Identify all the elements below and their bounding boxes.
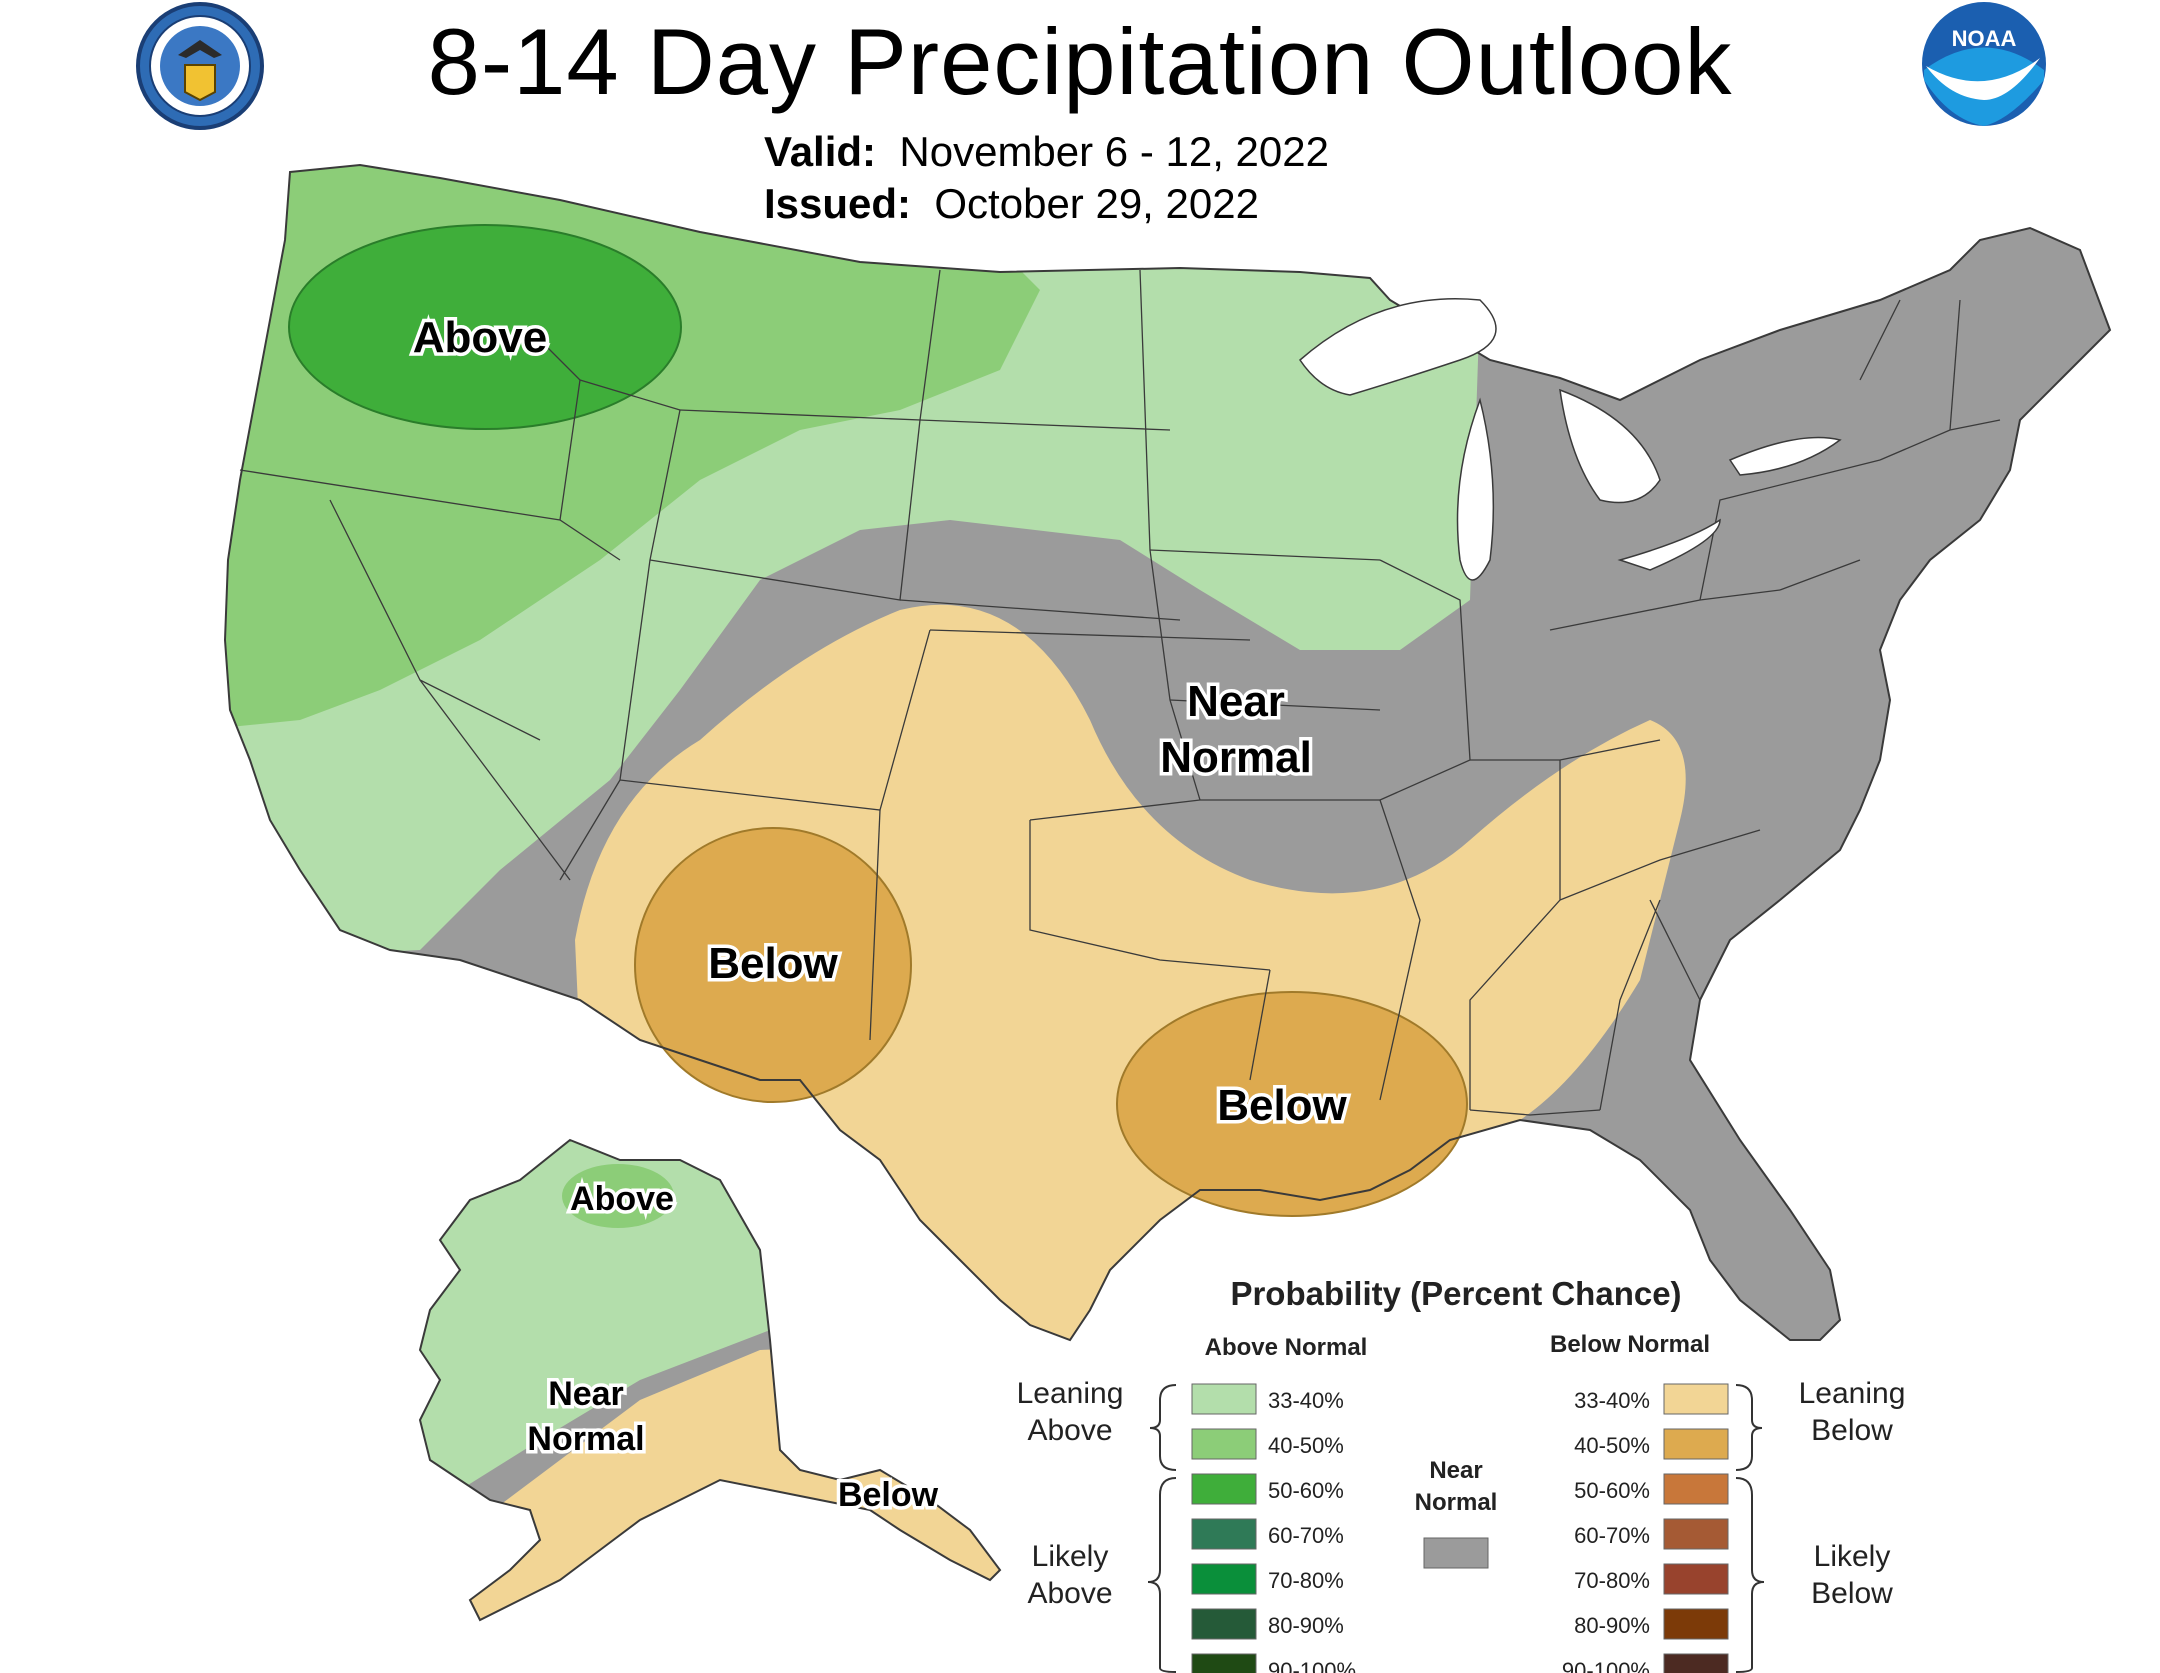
state-borders <box>223 163 2112 1342</box>
above-50-region <box>288 224 682 430</box>
legend-below-swatch <box>1663 1653 1729 1673</box>
legend-below-swatches: 33-40% 40-50% 50-60% 60-70% 70-80% 80-90% 90-1… <box>1562 1383 1729 1673</box>
legend: Probability (Percent Chance) Above Norma… <box>1017 1275 1906 1673</box>
legend-below-swatch <box>1663 1473 1729 1505</box>
issued-date: Issued: October 29, 2022 <box>764 180 1259 228</box>
label-near-normal-line1: Near <box>1187 677 1285 726</box>
legend-leaning-above-line1: Leaning <box>1017 1377 1124 1410</box>
issued-label: Issued: <box>764 180 912 227</box>
legend-leaning-below-line1: Leaning <box>1799 1377 1906 1410</box>
valid-value: November 6 - 12, 2022 <box>899 128 1329 175</box>
legend-near-line1: Near <box>1429 1457 1482 1484</box>
legend-below-label: 90-100% <box>1562 1658 1650 1673</box>
legend-above-label: 50-60% <box>1268 1478 1344 1503</box>
legend-below-swatch <box>1663 1428 1729 1460</box>
legend-above-label: 70-80% <box>1268 1568 1344 1593</box>
label-sw-below: Below <box>708 939 838 988</box>
alaska-outline <box>418 1138 1002 1622</box>
legend-above-label: 60-70% <box>1268 1523 1344 1548</box>
legend-above-swatch <box>1191 1608 1257 1640</box>
legend-above-header: Above Normal <box>1205 1334 1368 1361</box>
legend-above-label: 40-50% <box>1268 1433 1344 1458</box>
legend-above-swatch <box>1191 1428 1257 1460</box>
legend-below-header: Below Normal <box>1550 1331 1710 1358</box>
issued-value: October 29, 2022 <box>934 180 1259 227</box>
legend-likely-below-line2: Below <box>1811 1577 1893 1610</box>
label-ak-near-line2: Normal <box>527 1420 644 1458</box>
legend-below-label: 80-90% <box>1574 1613 1650 1638</box>
legend-below-label: 70-80% <box>1574 1568 1650 1593</box>
label-near-normal-line2: Normal <box>1160 733 1312 782</box>
legend-braces <box>1147 1384 1765 1673</box>
noaa-logo-text: NOAA <box>1952 26 2017 51</box>
legend-near-swatch <box>1423 1537 1489 1569</box>
label-nw-above: Above <box>413 313 547 362</box>
legend-above-swatch <box>1191 1653 1257 1673</box>
legend-likely-above-line1: Likely <box>1032 1540 1109 1573</box>
legend-above-swatch <box>1191 1473 1257 1505</box>
valid-label: Valid: <box>764 128 877 175</box>
below-40-region-gulf <box>1116 991 1468 1217</box>
label-ak-below: Below <box>838 1476 939 1514</box>
lake-michigan <box>1456 397 1495 581</box>
lake-erie <box>1617 518 1721 571</box>
legend-likely-below-line1: Likely <box>1814 1540 1891 1573</box>
legend-below-swatch <box>1663 1608 1729 1640</box>
lake-ontario <box>1728 436 1842 476</box>
below-40-region-southwest <box>634 827 912 1103</box>
legend-below-swatch <box>1663 1518 1729 1550</box>
legend-below-swatch <box>1663 1383 1729 1415</box>
valid-dates: Valid: November 6 - 12, 2022 <box>764 128 1329 176</box>
lake-superior <box>1299 298 1497 396</box>
legend-below-label: 50-60% <box>1574 1478 1650 1503</box>
legend-leaning-above-line2: Above <box>1027 1414 1112 1447</box>
legend-title: Probability (Percent Chance) <box>1230 1275 1681 1312</box>
legend-above-swatches: 33-40% 40-50% 50-60% 60-70% 70-80% 80-90% 90-1… <box>1191 1383 1356 1673</box>
legend-above-swatch <box>1191 1518 1257 1550</box>
legend-leaning-below-line2: Below <box>1811 1414 1893 1447</box>
legend-above-swatch <box>1191 1383 1257 1415</box>
legend-likely-above-line2: Above <box>1027 1577 1112 1610</box>
legend-below-label: 40-50% <box>1574 1433 1650 1458</box>
legend-above-label: 80-90% <box>1268 1613 1344 1638</box>
page-title: 8-14 Day Precipitation Outlook <box>427 9 1733 114</box>
noaa-logo-icon: NOAA <box>1922 2 2046 126</box>
legend-below-swatch <box>1663 1563 1729 1595</box>
legend-above-label: 33-40% <box>1268 1388 1344 1413</box>
great-lakes <box>1299 298 1842 581</box>
label-gulf-below: Below <box>1217 1081 1347 1130</box>
legend-above-swatch <box>1191 1563 1257 1595</box>
label-ak-above: Above <box>570 1180 674 1218</box>
legend-below-label: 60-70% <box>1574 1523 1650 1548</box>
label-ak-near-line1: Near <box>548 1375 624 1413</box>
lake-huron <box>1559 388 1661 504</box>
ak-above-40-region <box>562 1164 674 1228</box>
commerce-seal-icon <box>136 2 264 130</box>
legend-below-label: 33-40% <box>1574 1388 1650 1413</box>
legend-above-label: 90-100% <box>1268 1658 1356 1673</box>
legend-near-line2: Normal <box>1415 1489 1498 1516</box>
